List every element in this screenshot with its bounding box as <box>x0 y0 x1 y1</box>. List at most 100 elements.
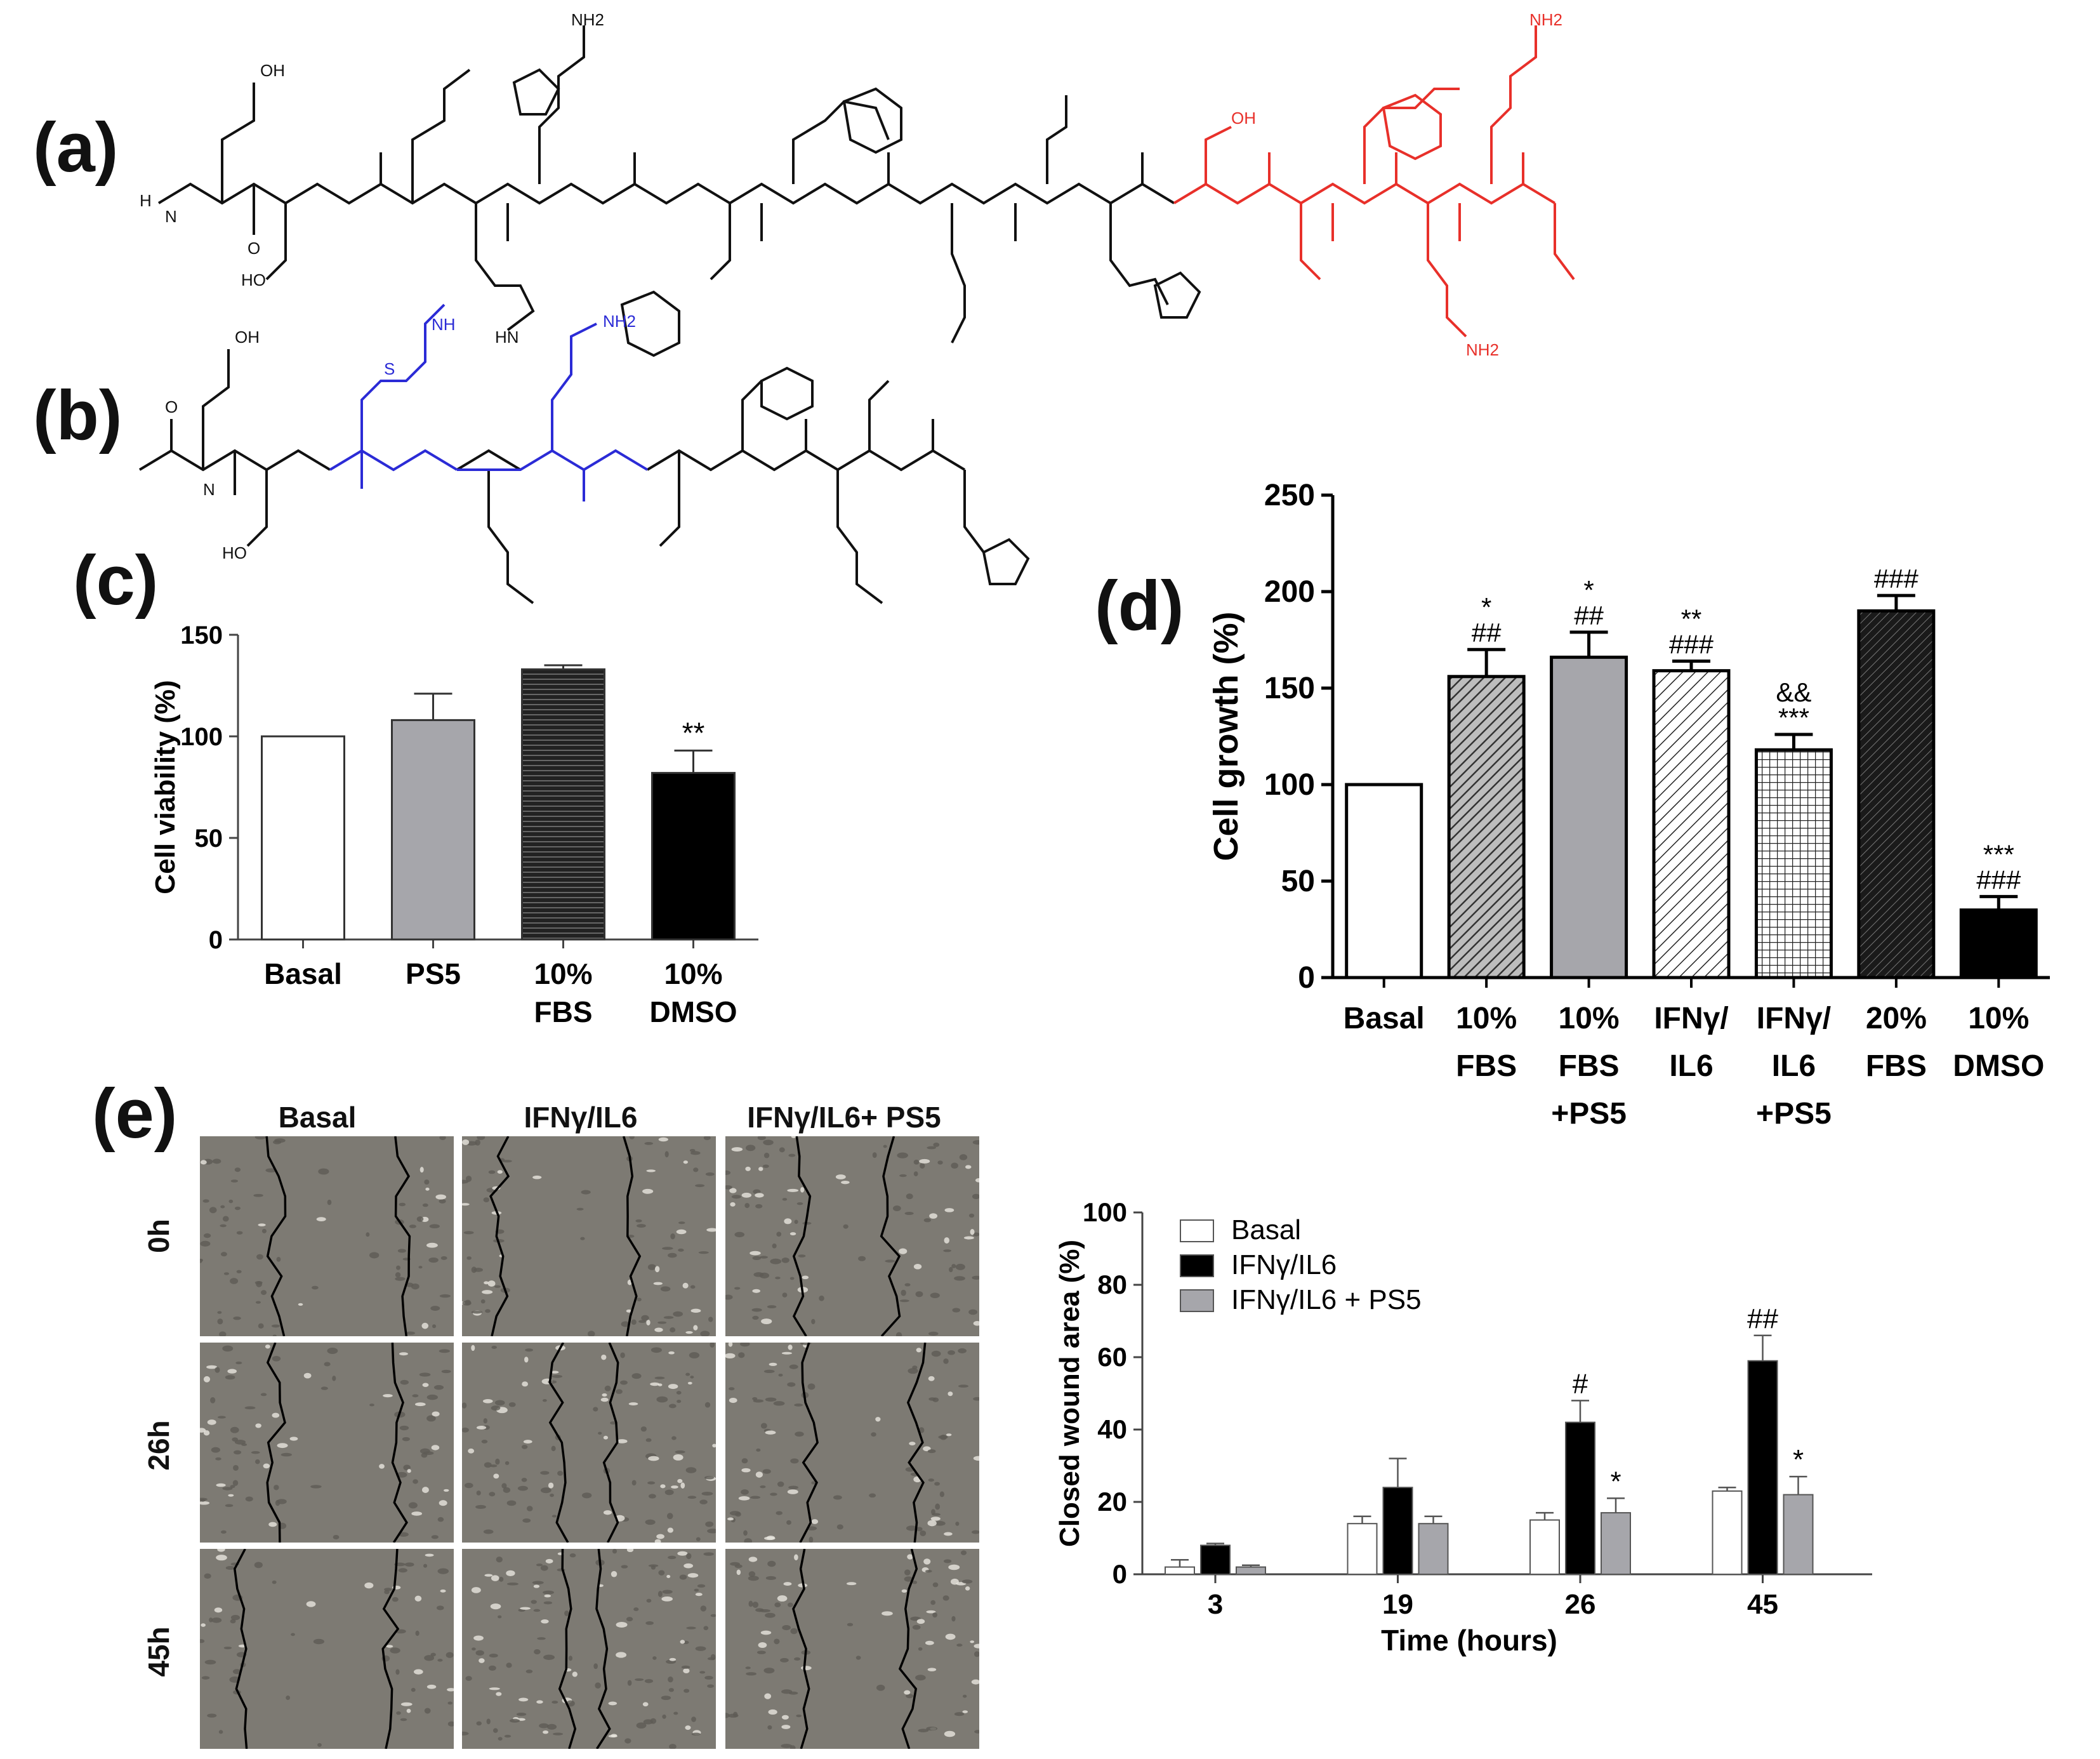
legend-swatch <box>1180 1289 1214 1312</box>
atom-label: NH2 <box>603 312 636 331</box>
wound-edge-line <box>799 1343 819 1543</box>
significance-label: ### <box>1669 629 1714 659</box>
peptide-structure-a: H N OH O HO NH2 HN OH NH2 NH2 <box>140 13 1575 359</box>
legend-label: IFNγ/IL6 + PS5 <box>1231 1284 1422 1315</box>
x-tick-label: 19 <box>1382 1589 1413 1620</box>
x-tick-label: IFNγ/ <box>1654 1002 1728 1035</box>
bar-ifn-il6-ps5 <box>1783 1494 1814 1576</box>
significance-label: * <box>1583 575 1594 605</box>
x-axis-label: Time (hours) <box>1381 1624 1557 1657</box>
wound-edge-line <box>391 1343 408 1543</box>
significance-label: *** <box>1983 839 2014 869</box>
x-tick-label: +PS5 <box>1756 1097 1832 1131</box>
atom-label: HO <box>241 270 266 289</box>
bar-10-fbs-ps5 <box>1550 655 1628 979</box>
micrograph-row-45h: 45h <box>142 1626 175 1677</box>
atom-label: O <box>248 239 260 258</box>
x-tick-label: 10% <box>1559 1002 1620 1035</box>
y-tick-label: 100 <box>180 723 223 751</box>
atom-label: N <box>203 480 215 499</box>
significance-label: ## <box>1574 601 1604 630</box>
atom-label: HN <box>495 328 519 347</box>
significance-label: ** <box>1681 604 1702 634</box>
y-tick-label: 0 <box>1113 1559 1127 1589</box>
y-tick-label: 80 <box>1097 1270 1127 1299</box>
wound-edge-line <box>394 1136 411 1336</box>
x-tick-label: IFNγ/ <box>1757 1002 1831 1035</box>
atom-label: O <box>165 397 178 416</box>
micrograph-row-26h: 26h <box>142 1420 175 1471</box>
bar-ifn-il6 <box>1200 1544 1231 1576</box>
legend-label: Basal <box>1231 1214 1301 1245</box>
x-tick-label: 10% <box>664 957 722 990</box>
wound-edge-line <box>548 1343 569 1543</box>
bar-10-fbs <box>1447 675 1526 979</box>
significance-label: ### <box>1874 564 1919 594</box>
wound-edge-line <box>623 1136 642 1336</box>
y-axis-label: Closed wound area (%) <box>1054 1240 1085 1547</box>
significance-label: * <box>1610 1466 1621 1497</box>
bar-ifn-il6-ps5 <box>1236 1566 1266 1575</box>
x-tick-label: FBS <box>1866 1049 1927 1083</box>
micrograph-26h-2 <box>725 1343 979 1543</box>
y-tick-label: 0 <box>209 926 223 954</box>
atom-label: OH <box>260 61 285 80</box>
wound-edge-line <box>602 1343 619 1543</box>
micrograph-row-0h: 0h <box>142 1219 175 1253</box>
atom-label: HO <box>222 543 247 562</box>
x-tick-label: 10% <box>534 957 592 990</box>
wound-edge-line <box>558 1549 577 1749</box>
x-tick-label: 26 <box>1565 1589 1596 1620</box>
x-tick-label: FBS <box>1559 1049 1620 1083</box>
bar-basal <box>1529 1519 1560 1575</box>
x-tick-label: DMSO <box>1953 1049 2044 1083</box>
bar-basal <box>1165 1566 1195 1575</box>
significance-label: ## <box>1472 618 1502 647</box>
bar-ifn-il6 <box>1652 669 1731 979</box>
wound-edge-line <box>595 1549 611 1749</box>
wound-edge-line <box>880 1136 901 1336</box>
atom-label: OH <box>1231 109 1256 128</box>
y-tick-label: 150 <box>180 621 223 649</box>
y-tick-label: 50 <box>1281 865 1315 898</box>
micrograph-45h-2 <box>725 1549 979 1749</box>
bar-ifn-il6 <box>1565 1421 1595 1575</box>
bar-ifn-il6-ps5 <box>1754 748 1833 979</box>
bar-ifn-il6-ps5 <box>1418 1523 1449 1576</box>
y-axis-label: Cell viability (%) <box>150 680 181 894</box>
x-tick-label: +PS5 <box>1551 1097 1627 1131</box>
significance-label: * <box>1481 592 1491 622</box>
y-tick-label: 60 <box>1097 1342 1127 1372</box>
bar-ps5 <box>391 719 475 941</box>
panel-label-b: (b) <box>33 376 122 455</box>
atom-label: NH2 <box>571 13 604 29</box>
bar-10-dmso <box>651 772 736 941</box>
legend-swatch <box>1180 1254 1214 1277</box>
significance-label: ** <box>682 716 705 749</box>
x-tick-label: FBS <box>534 995 593 1028</box>
significance-label: *** <box>1778 703 1809 733</box>
y-tick-label: 150 <box>1264 672 1315 705</box>
x-tick-label: 10% <box>1456 1002 1517 1035</box>
micrograph-col-basal: Basal <box>278 1101 357 1134</box>
atom-label: NH2 <box>1529 13 1562 29</box>
micrograph-col-ifn-il6: IFNγ/IL6 <box>524 1101 638 1134</box>
panel-label-c: (c) <box>73 541 159 620</box>
y-tick-label: 0 <box>1298 961 1315 995</box>
legend-label: IFNγ/IL6 <box>1231 1249 1337 1280</box>
x-tick-label: Basal <box>264 957 342 990</box>
x-tick-label: 3 <box>1208 1589 1223 1620</box>
significance-label: * <box>1793 1444 1804 1475</box>
y-axis-label: Cell growth (%) <box>1207 612 1245 861</box>
y-tick-label: 200 <box>1264 575 1315 609</box>
wound-edge-line <box>906 1343 927 1543</box>
bar-10-fbs <box>521 668 605 941</box>
atom-label: H <box>140 191 152 210</box>
x-tick-label: FBS <box>1456 1049 1517 1083</box>
bar-10-dmso <box>1959 908 2038 979</box>
y-tick-label: 40 <box>1097 1414 1127 1444</box>
significance-label: ### <box>1976 865 2021 894</box>
wound-edge-line <box>266 1343 286 1543</box>
y-tick-label: 250 <box>1264 479 1315 512</box>
wound-edge-line <box>792 1136 812 1336</box>
